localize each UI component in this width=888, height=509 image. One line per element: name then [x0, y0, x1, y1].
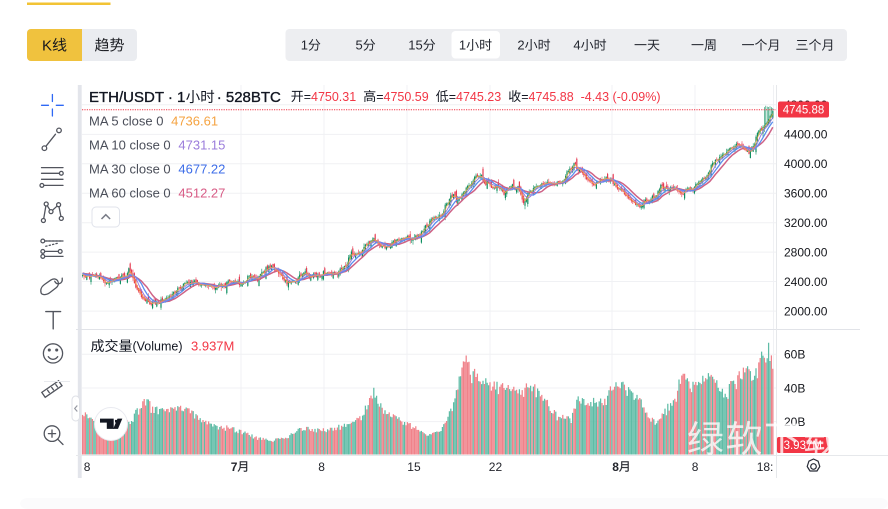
svg-text:=: = [449, 90, 456, 104]
svg-text:4: 4 [573, 38, 580, 53]
svg-text:5: 5 [356, 38, 363, 53]
svg-text:3.937M: 3.937M [191, 338, 234, 353]
svg-text:1: 1 [459, 38, 466, 53]
svg-text:15: 15 [407, 460, 421, 474]
svg-text:· 528BTC: · 528BTC [217, 89, 281, 106]
svg-text:4745.88: 4745.88 [529, 90, 574, 104]
svg-text:15: 15 [408, 38, 422, 53]
svg-text:4731.15: 4731.15 [178, 138, 225, 153]
svg-text:4750.59: 4750.59 [384, 90, 429, 104]
svg-text:=: = [521, 90, 528, 104]
svg-text:4400.00: 4400.00 [784, 128, 828, 142]
svg-text:18:: 18: [757, 460, 774, 474]
svg-text:3200.00: 3200.00 [784, 216, 828, 230]
svg-text:8: 8 [612, 460, 619, 474]
svg-text:4677.22: 4677.22 [178, 162, 225, 177]
svg-text:2: 2 [517, 38, 524, 53]
svg-text:4745.23: 4745.23 [456, 90, 501, 104]
svg-text:MA 10 close 0: MA 10 close 0 [89, 138, 171, 153]
svg-text:8: 8 [692, 460, 699, 474]
svg-text:MA 60 close 0: MA 60 close 0 [89, 186, 171, 201]
svg-text:=: = [376, 90, 383, 104]
svg-text:4745.88: 4745.88 [783, 105, 825, 117]
svg-text:8: 8 [318, 460, 325, 474]
svg-text:22: 22 [489, 460, 503, 474]
svg-text:7: 7 [231, 460, 238, 474]
svg-text:2000.00: 2000.00 [784, 304, 828, 318]
svg-text:MA 30 close 0: MA 30 close 0 [89, 162, 171, 177]
svg-text:(Volume): (Volume) [133, 339, 183, 353]
svg-text:2800.00: 2800.00 [784, 245, 828, 259]
svg-text:8: 8 [84, 460, 91, 474]
svg-text:=: = [304, 90, 311, 104]
svg-text:60B: 60B [784, 348, 805, 362]
svg-text:4750.31: 4750.31 [311, 90, 356, 104]
svg-text:40B: 40B [784, 381, 805, 395]
svg-text:MA 5 close 0: MA 5 close 0 [89, 114, 163, 129]
svg-text:-4.43 (-0.09%): -4.43 (-0.09%) [581, 90, 661, 104]
svg-text:4512.27: 4512.27 [178, 186, 225, 201]
svg-text:ETH/USDT · 1: ETH/USDT · 1 [89, 89, 185, 106]
svg-text:2400.00: 2400.00 [784, 275, 828, 289]
svg-text:20B: 20B [784, 415, 805, 429]
svg-text:K: K [42, 37, 52, 54]
svg-text:1: 1 [301, 38, 308, 53]
svg-text:4000.00: 4000.00 [784, 157, 828, 171]
svg-text:3600.00: 3600.00 [784, 187, 828, 201]
svg-text:4736.61: 4736.61 [171, 114, 218, 129]
